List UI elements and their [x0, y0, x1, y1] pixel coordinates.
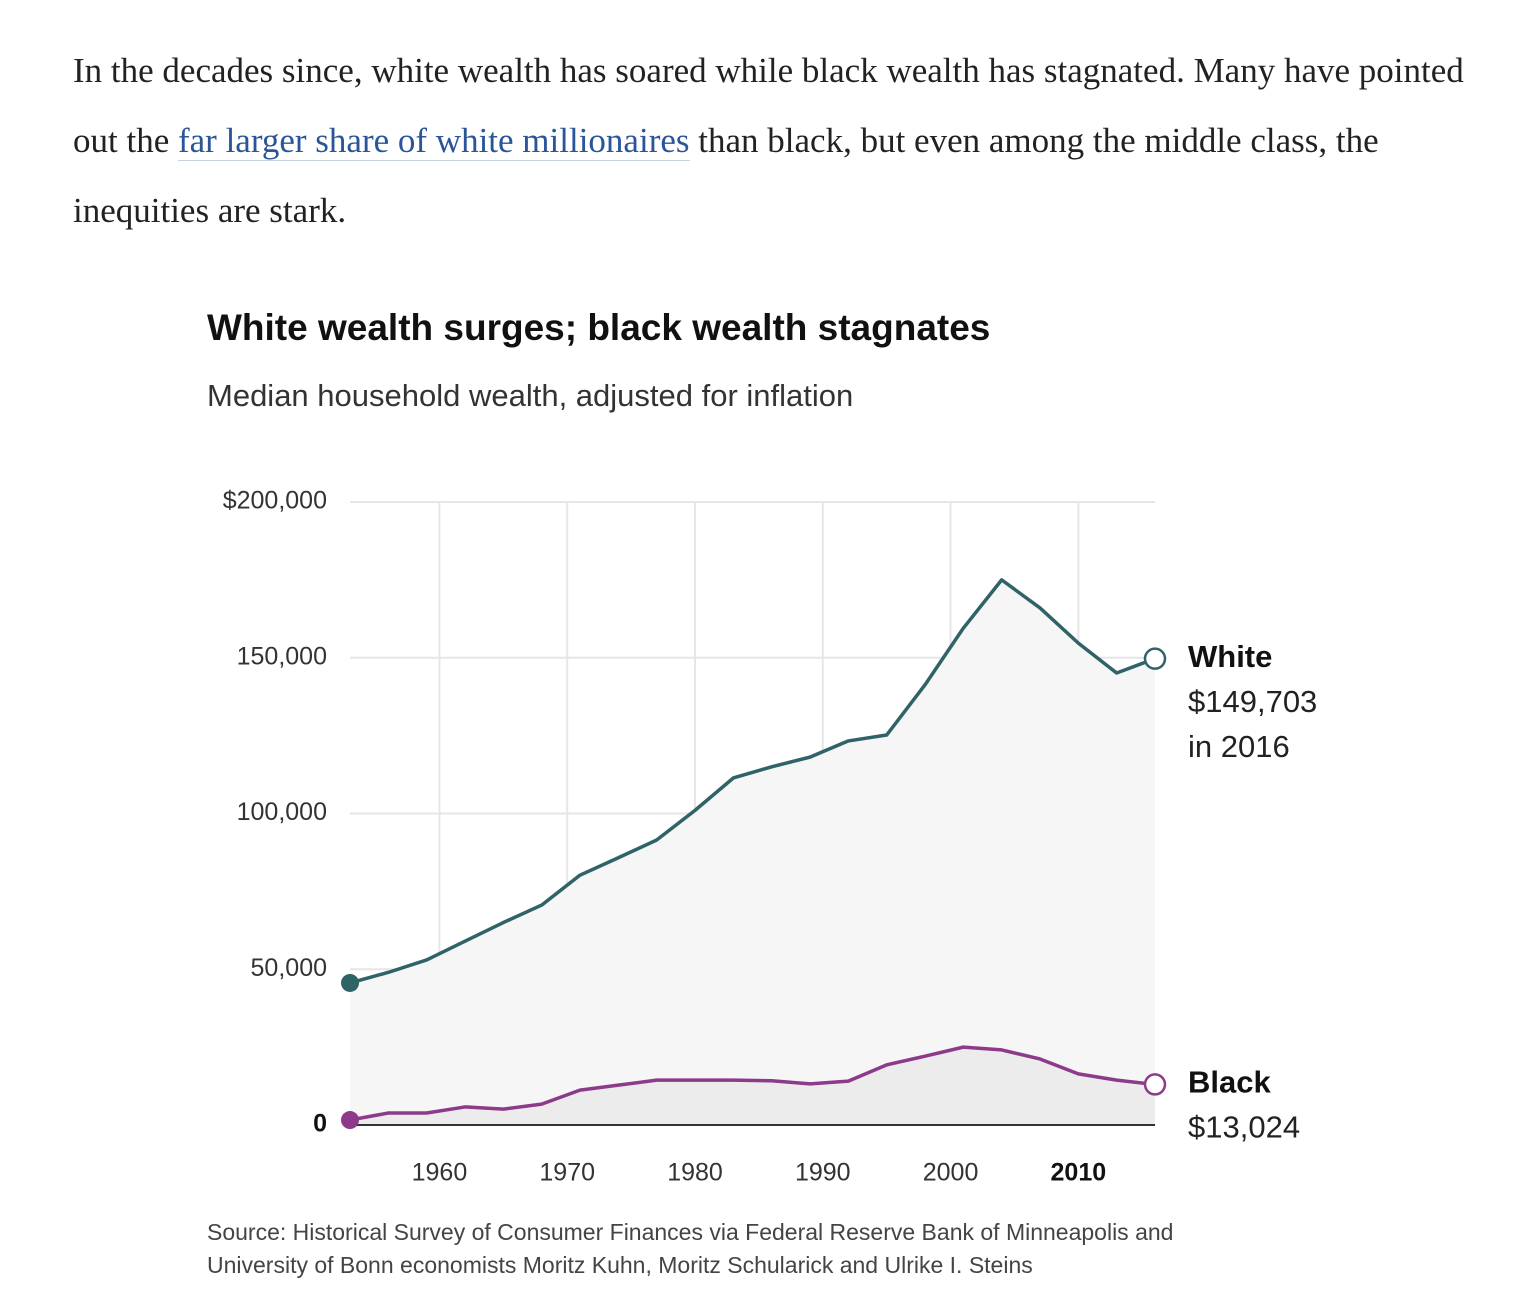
start-marker: [341, 1111, 359, 1130]
line: [349, 1045, 1156, 1122]
y-tick-label: 150,000: [237, 642, 327, 670]
x-tick-label: 1980: [667, 1159, 723, 1187]
x-tick-label: 1960: [412, 1159, 468, 1187]
start-marker: [341, 973, 359, 992]
y-tick-label: $200,000: [223, 487, 327, 515]
annotation-label: Black: [1188, 1065, 1271, 1100]
y-tick-label: 0: [313, 1110, 327, 1138]
text: than black, but even among the middle cl…: [73, 121, 1379, 230]
source: University of Bonn economists Moritz Kuh…: [207, 1252, 1033, 1278]
y-tick-label: 100,000: [237, 798, 327, 826]
chart-title: White wealth surges; black wealth stagna…: [207, 307, 990, 348]
annotation-label: White: [1188, 639, 1272, 674]
text: In the decades since, white wealth has s…: [73, 51, 1464, 160]
x-tick-label: 2010: [1051, 1159, 1107, 1187]
link[interactable]: far larger share of white millionaires: [177, 121, 690, 161]
x-tick-label: 1970: [539, 1159, 595, 1187]
annotation-amount: $13,024: [1188, 1110, 1300, 1145]
annotation-amount: $149,703: [1188, 684, 1317, 719]
end-marker: [1143, 647, 1167, 670]
line: [349, 578, 1156, 985]
source: Source: Historical Survey of Consumer Fi…: [207, 1219, 1173, 1245]
paragraph: In the decades since, white wealth has s…: [73, 36, 1493, 246]
x-tick-label: 1990: [795, 1159, 851, 1187]
area: [350, 579, 1155, 1125]
chart-subtitle: Median household wealth, adjusted for in…: [207, 378, 853, 413]
x-tick-label: 2000: [923, 1159, 979, 1187]
annotation-note: in 2016: [1188, 729, 1290, 764]
area: [350, 1047, 1155, 1125]
end-marker: [1143, 1073, 1167, 1096]
y-tick-label: 50,000: [251, 954, 327, 982]
